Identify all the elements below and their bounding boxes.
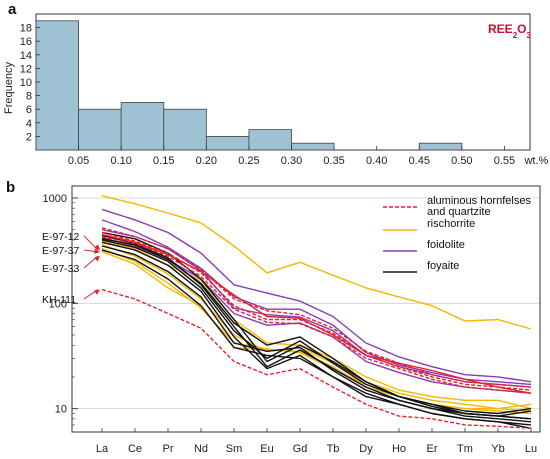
x-tick-label: Eu [260,443,273,455]
sample-label: E-97-33 [42,263,80,275]
histogram-bar [120,102,165,151]
x-tick-label: 0.40 [366,155,387,167]
x-tick-label: Gd [293,443,308,455]
x-tick-label: 0.35 [323,155,344,167]
histogram-bar [35,20,79,151]
series-line-hornfels [101,227,532,388]
ree2o3-annotation: REE2O3 [488,22,531,40]
y-tick-label: 10 [55,404,67,416]
x-tick-label: Pr [163,443,174,455]
sample-arrow-head [94,256,100,262]
x-tick-label: Nd [194,443,208,455]
histogram-bar [418,142,463,151]
histogram-bar [248,129,292,151]
legend-label: aluminous hornfelses [427,195,531,207]
spider-frame [71,185,541,433]
series-line-foyaite [101,238,532,417]
series-line-foyaite [101,239,532,415]
panel-a-ylabel: Frequency [3,62,15,114]
x-tick-label: La [96,443,109,455]
x-tick-label: 0.30 [281,155,302,167]
histogram-bar [291,142,335,151]
x-tick-label: 0.20 [196,155,217,167]
y-tick-label: 16 [20,36,32,48]
x-tick-label: Lu [525,443,537,455]
series-line-foyaite [101,249,532,429]
series-line-hornfels [101,233,532,394]
legend-label: and quartzite [427,206,491,218]
panel-a-letter: a [8,1,17,18]
x-tick-label: 0.15 [153,155,174,167]
y-tick-label: 100 [49,298,67,310]
series-line-foidolite [101,208,532,383]
y-tick-label: 2 [26,131,32,143]
x-tick-label: Ho [392,443,406,455]
sample-label: KH-111 [42,294,76,306]
histogram-bar [205,135,250,151]
svg-text:REE2O3: REE2O3 [488,22,531,40]
x-tick-label: 0.45 [409,155,430,167]
series-line-hornfels [101,288,532,429]
series-line-foyaite [101,245,532,420]
x-tick-label: 0.50 [451,155,472,167]
x-tick-label: Tm [457,443,473,455]
legend-label: foidolite [427,239,465,251]
y-tick-label: 1000 [43,193,67,205]
sample-label: E-97-37 [42,245,80,257]
y-tick-label: 18 [20,23,32,35]
series-line-rischorrite [101,195,532,330]
histogram-bar [163,108,207,151]
series-line-hornfels [101,235,532,394]
sample-labels: E-97-12 E-97-37 E-97-33 KH-111 [42,231,100,306]
legend-label: rischorrite [427,218,475,230]
spider-diagram-panel: 10 100 1000 La Ce Pr Nd Sm Eu Gd Tb Dy Ho Er Tm Yb Lu [43,185,541,455]
sample-label: E-97-12 [42,231,80,243]
y-tick-label: 4 [26,118,32,130]
series-line-foyaite [101,241,532,426]
y-tick-label: 8 [26,91,32,103]
x-tick-label: Er [427,443,438,455]
y-tick-label: 6 [26,104,32,116]
x-tick-label: 0.25 [238,155,259,167]
sample-arrow-head [94,289,100,295]
series-line-foyaite [101,234,532,423]
sample-arrow-head [94,248,100,254]
panel-b-letter: b [6,179,15,196]
y-tick-label: 12 [20,63,32,75]
x-tick-label: Yb [491,443,504,455]
x-tick-label: Dy [359,443,373,455]
legend-label: foyaite [427,260,459,272]
sample-arrow-head [94,244,100,250]
x-tick-label: Sm [226,443,243,455]
x-tick-label: Ce [128,443,142,455]
x-tick-label: 0.05 [68,155,89,167]
x-tick-label: 0.55 [494,155,515,167]
series-line-rischorrite [101,240,532,410]
x-tick-label: 0.10 [110,155,131,167]
series-line-rischorrite [101,244,532,412]
x-tick-label: Tb [327,443,340,455]
y-tick-label: 10 [20,77,32,89]
y-tick-label: 14 [20,50,32,62]
histogram-bar [78,108,122,151]
x-unit-label: wt.% [523,155,548,167]
